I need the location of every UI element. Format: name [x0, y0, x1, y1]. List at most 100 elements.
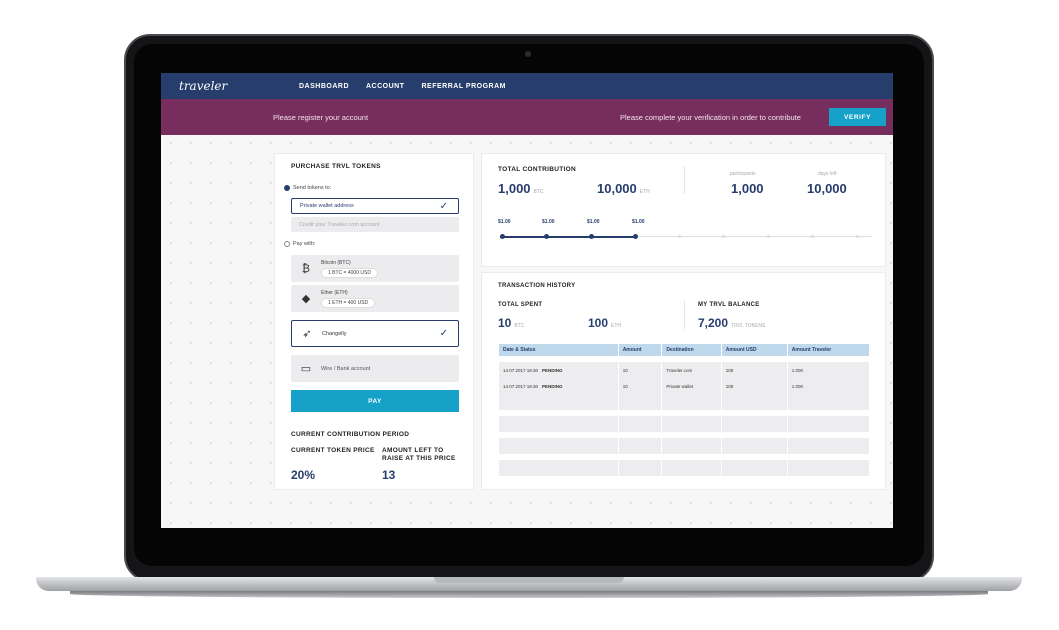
bitcoin-icon: ₿: [301, 262, 311, 275]
pay-button[interactable]: PAY: [291, 390, 459, 412]
cell-amount: 10: [618, 362, 662, 378]
timeline-dot: [589, 233, 594, 239]
transaction-table: Date & Status Amount Destination Amount …: [498, 344, 870, 476]
contribution-btc: 1,000 BTC: [498, 181, 544, 196]
changelly-option[interactable]: ➶ Changelly ✓: [291, 320, 459, 347]
days-left-value: 10,000: [807, 181, 847, 196]
timeline-dot: [811, 234, 814, 238]
col-date-status[interactable]: Date & Status: [499, 344, 618, 356]
period-title: CURRENT CONTRIBUTION PERIOD: [291, 431, 410, 438]
timeline-label: $1.00: [632, 219, 645, 225]
spent-eth-unit: ETH: [611, 323, 622, 329]
ethereum-icon: ◆: [301, 293, 311, 305]
col-destination[interactable]: Destination: [662, 344, 721, 356]
ether-name: Ether (ETH): [321, 289, 348, 296]
nav-dashboard[interactable]: DASHBOARD: [299, 82, 349, 90]
bank-card-icon: ▭: [300, 363, 312, 375]
timeline-dot: [767, 234, 770, 238]
verify-button[interactable]: VERIFY: [829, 108, 886, 126]
step-two-dot-icon: [284, 241, 290, 247]
col-amount[interactable]: Amount: [618, 344, 662, 356]
cell-destination: Traveler.com: [662, 362, 721, 378]
laptop-base-shadow: [70, 590, 988, 598]
verification-message: Please complete your verification in ord…: [620, 112, 801, 122]
wire-bank-option[interactable]: ▭ Wire / Bank account: [291, 355, 459, 382]
col-amount-traveler[interactable]: Amount Traveler: [787, 344, 869, 356]
register-message: Please register your account: [273, 112, 369, 122]
ether-option[interactable]: ◆ Ether (ETH) 1 ETH = 400 USD: [291, 285, 459, 312]
timeline-dot: [678, 234, 681, 238]
timeline-progress: [500, 235, 634, 238]
check-icon: ✓: [439, 328, 448, 339]
ether-rate: 1 ETH = 400 USD: [321, 297, 376, 308]
laptop-base: [36, 577, 1022, 591]
cell-amount-usd: 100: [721, 362, 787, 378]
cell-destination: Private wallet: [662, 378, 721, 394]
row-date: 14.07.2017 18:30: [503, 383, 539, 389]
amount-left-label: AMOUNT LEFT TO RAISE AT THIS PRICE: [382, 447, 456, 462]
cell-date-status: 14.07.2017 18:30 PENDING: [499, 378, 618, 394]
empty-row: [499, 438, 869, 454]
timeline-dot: [500, 233, 505, 239]
participants-label: participants: [730, 171, 756, 177]
top-nav: traveler DASHBOARD ACCOUNT REFERRAL PROG…: [161, 73, 893, 99]
webcam: [525, 51, 531, 57]
credit-account-label: Credit your Traveler.com account: [299, 221, 380, 228]
nav-account[interactable]: ACCOUNT: [366, 82, 405, 90]
timeline-dot: [856, 234, 859, 238]
table-row[interactable]: 14.07.2017 18:30 PENDING 10 Private walle…: [499, 378, 869, 394]
nav-referral-program[interactable]: REFERRAL PROGRAM: [421, 82, 506, 90]
token-price-value: 20%: [291, 468, 316, 482]
table-header: Date & Status Amount Destination Amount …: [499, 344, 869, 356]
balance-unit: TRVL TOKENS: [731, 323, 766, 329]
divider: [684, 166, 685, 194]
bitcoin-rate: 1 BTC = 4000 USD: [321, 267, 378, 278]
purchase-card: PURCHASE TRVL TOKENS Send tokens to: Pri…: [274, 153, 474, 490]
token-price-label: CURRENT TOKEN PRICE: [291, 447, 375, 454]
spent-btc-unit: BTC: [514, 323, 525, 329]
empty-row: [499, 416, 869, 432]
credit-account-option[interactable]: Credit your Traveler.com account: [291, 217, 459, 232]
cell-date-status: 14.07.2017 18:30 PENDING: [499, 362, 618, 378]
balance-label: MY TRVL BALANCE: [698, 302, 760, 308]
participants-value: 1,000: [731, 181, 764, 196]
purchase-title: PURCHASE TRVL TOKENS: [291, 163, 381, 170]
contribution-eth: 10,000 ETH: [597, 181, 650, 196]
timeline-label: $1.00: [498, 219, 511, 225]
send-tokens-text: Send tokens to:: [293, 185, 332, 191]
balance: 7,200 TRVL TOKENS: [698, 316, 765, 330]
bitcoin-option[interactable]: ₿ Bitcoin (BTC) 1 BTC = 4000 USD: [291, 255, 459, 282]
table-row[interactable]: 14.07.2017 18:30 PENDING 10 Traveler.com …: [499, 362, 869, 378]
history-card: TRANSACTION HISTORY TOTAL SPENT 10 BTC 10…: [481, 272, 886, 490]
private-wallet-label: Private wallet address: [300, 203, 354, 209]
logo: traveler: [179, 79, 228, 93]
balance-value: 7,200: [698, 316, 729, 330]
timeline-dot: [722, 234, 725, 238]
laptop-notch: [434, 577, 624, 583]
col-amount-usd[interactable]: Amount USD: [721, 344, 787, 356]
amount-left-value: 13: [382, 468, 396, 482]
app-screen: traveler DASHBOARD ACCOUNT REFERRAL PROG…: [161, 73, 893, 528]
timeline-label: $1.00: [542, 219, 555, 225]
status-badge: PENDING: [542, 367, 563, 373]
rocket-icon: ➶: [302, 328, 312, 340]
send-tokens-label: Send tokens to:: [284, 185, 331, 191]
pay-with-label: Pay with:: [284, 241, 315, 247]
spent-btc-value: 10: [498, 316, 512, 330]
contribution-btc-unit: BTC: [533, 189, 544, 195]
contribution-eth-value: 10,000: [597, 181, 637, 196]
step-one-dot-icon: [284, 185, 290, 191]
wire-bank-label: Wire / Bank account: [321, 365, 371, 372]
verification-banner: Please register your account Please comp…: [161, 99, 893, 135]
timeline-dot: [544, 233, 549, 239]
cell-amount-usd: 100: [721, 378, 787, 394]
empty-row: [499, 460, 869, 476]
private-wallet-option[interactable]: Private wallet address ✓: [291, 198, 459, 214]
total-spent-label: TOTAL SPENT: [498, 302, 543, 308]
bitcoin-name: Bitcoin (BTC): [321, 259, 351, 266]
spent-btc: 10 BTC: [498, 316, 524, 330]
cell-amount: 10: [618, 378, 662, 394]
status-badge: PENDING: [542, 383, 563, 389]
check-icon: ✓: [439, 200, 448, 212]
contribution-btc-value: 1,000: [498, 181, 531, 196]
